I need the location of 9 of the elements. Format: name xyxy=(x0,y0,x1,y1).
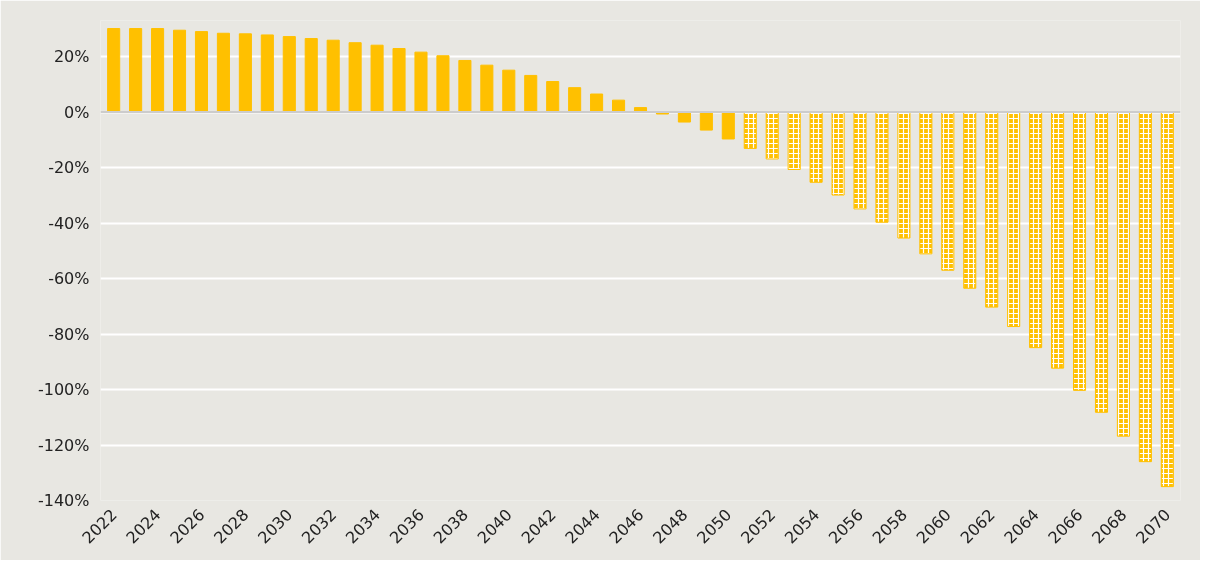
y-tick-label: 20% xyxy=(53,47,90,67)
y-tick-label: 0% xyxy=(64,102,90,122)
y-tick-label: -20% xyxy=(48,158,90,178)
y-tick-label: -140% xyxy=(37,491,90,510)
y-tick-label: -40% xyxy=(48,213,90,233)
y-tick-label: -100% xyxy=(37,380,90,400)
y-tick-label: -120% xyxy=(37,435,90,455)
y-tick-label: -60% xyxy=(48,269,90,289)
y-tick-label: -80% xyxy=(48,324,90,344)
